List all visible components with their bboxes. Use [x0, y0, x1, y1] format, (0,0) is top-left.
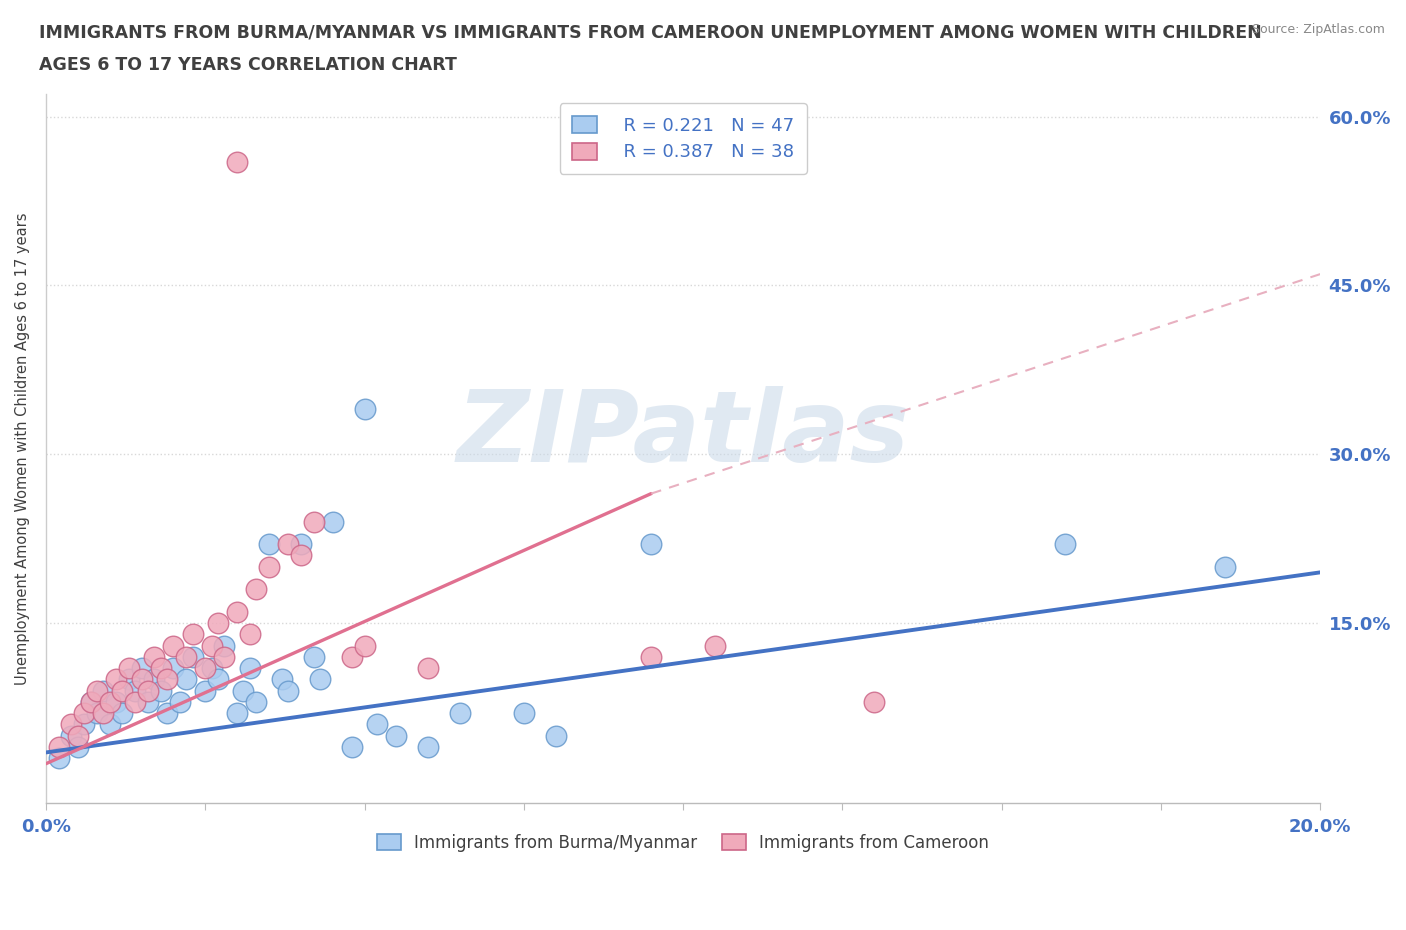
Text: ZIPatlas: ZIPatlas — [457, 386, 910, 483]
Point — [181, 649, 204, 664]
Point — [322, 514, 344, 529]
Point — [1054, 537, 1077, 551]
Y-axis label: Unemployment Among Women with Children Ages 6 to 17 years: Unemployment Among Women with Children A… — [15, 212, 30, 684]
Text: Source: ZipAtlas.com: Source: ZipAtlas.com — [1251, 23, 1385, 36]
Point — [105, 671, 128, 686]
Point — [239, 660, 262, 675]
Point — [111, 706, 134, 721]
Point — [131, 671, 153, 686]
Point — [124, 684, 146, 698]
Point — [257, 559, 280, 574]
Point — [340, 739, 363, 754]
Point — [48, 751, 70, 765]
Point — [302, 514, 325, 529]
Point — [302, 649, 325, 664]
Point — [340, 649, 363, 664]
Point — [270, 671, 292, 686]
Point — [149, 660, 172, 675]
Point — [194, 660, 217, 675]
Point — [513, 706, 536, 721]
Point — [118, 671, 141, 686]
Point — [66, 739, 89, 754]
Point — [131, 660, 153, 675]
Legend: Immigrants from Burma/Myanmar, Immigrants from Cameroon: Immigrants from Burma/Myanmar, Immigrant… — [371, 827, 995, 858]
Point — [239, 627, 262, 642]
Point — [91, 706, 114, 721]
Point — [73, 717, 96, 732]
Point — [201, 638, 224, 653]
Point — [86, 706, 108, 721]
Point — [290, 537, 312, 551]
Point — [309, 671, 332, 686]
Point — [449, 706, 471, 721]
Point — [277, 684, 299, 698]
Point — [105, 695, 128, 710]
Point — [48, 739, 70, 754]
Point — [353, 402, 375, 417]
Point — [640, 649, 662, 664]
Point — [226, 604, 249, 619]
Point — [143, 649, 166, 664]
Point — [136, 695, 159, 710]
Point — [207, 616, 229, 631]
Point — [214, 638, 236, 653]
Point — [232, 684, 254, 698]
Point — [149, 684, 172, 698]
Point — [257, 537, 280, 551]
Point — [226, 154, 249, 169]
Point — [91, 684, 114, 698]
Point — [136, 684, 159, 698]
Point — [98, 717, 121, 732]
Point — [156, 671, 179, 686]
Point — [79, 695, 101, 710]
Point — [66, 728, 89, 743]
Point — [290, 548, 312, 563]
Text: AGES 6 TO 17 YEARS CORRELATION CHART: AGES 6 TO 17 YEARS CORRELATION CHART — [39, 56, 457, 73]
Point — [181, 627, 204, 642]
Point — [174, 671, 197, 686]
Point — [245, 582, 267, 597]
Point — [73, 706, 96, 721]
Point — [98, 695, 121, 710]
Point — [111, 684, 134, 698]
Point — [60, 728, 83, 743]
Point — [143, 671, 166, 686]
Point — [214, 649, 236, 664]
Point — [207, 671, 229, 686]
Point — [124, 695, 146, 710]
Point — [385, 728, 408, 743]
Point — [353, 638, 375, 653]
Point — [366, 717, 388, 732]
Point — [174, 649, 197, 664]
Point — [245, 695, 267, 710]
Point — [162, 638, 184, 653]
Point — [640, 537, 662, 551]
Point — [156, 706, 179, 721]
Point — [418, 739, 440, 754]
Point — [169, 695, 191, 710]
Point — [201, 660, 224, 675]
Point — [418, 660, 440, 675]
Point — [194, 684, 217, 698]
Point — [703, 638, 725, 653]
Point — [277, 537, 299, 551]
Point — [863, 695, 886, 710]
Point — [86, 684, 108, 698]
Text: IMMIGRANTS FROM BURMA/MYANMAR VS IMMIGRANTS FROM CAMEROON UNEMPLOYMENT AMONG WOM: IMMIGRANTS FROM BURMA/MYANMAR VS IMMIGRA… — [39, 23, 1263, 41]
Point — [1213, 559, 1236, 574]
Point — [79, 695, 101, 710]
Point — [226, 706, 249, 721]
Point — [162, 660, 184, 675]
Point — [60, 717, 83, 732]
Point — [118, 660, 141, 675]
Point — [544, 728, 567, 743]
